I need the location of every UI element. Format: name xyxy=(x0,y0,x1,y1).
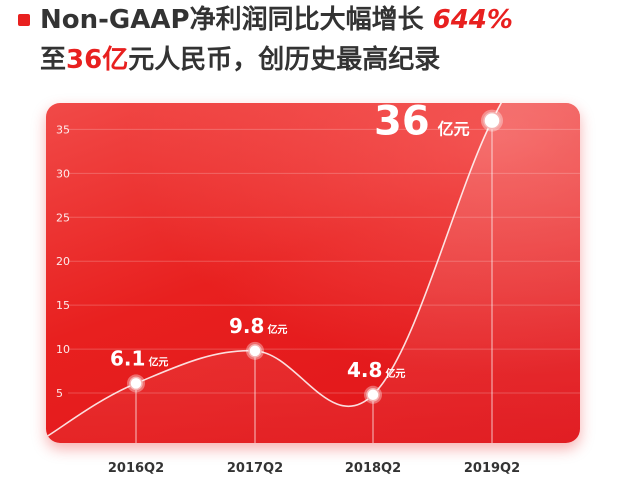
data-label-value: 36 xyxy=(374,103,430,145)
chart-card: 5 10 15 20 25 30 35 6.1 亿元 9.8 亿元 4.8 亿元 36 亿元 xyxy=(46,103,580,443)
data-label-value: 6.1 xyxy=(110,346,145,370)
data-label-unit: 亿元 xyxy=(438,120,470,139)
data-point xyxy=(129,376,143,391)
headline-line-1-text: Non-GAAP净利润同比大幅增长 xyxy=(40,5,433,35)
data-label-value: 9.8 xyxy=(229,314,264,338)
data-label-unit: 亿元 xyxy=(148,355,168,368)
x-tick-label: 2018Q2 xyxy=(345,461,401,476)
data-label: 36 亿元 xyxy=(374,103,470,145)
data-label: 4.8 亿元 xyxy=(347,358,405,382)
y-tick-label: 20 xyxy=(56,255,70,268)
growth-percent: 644% xyxy=(432,5,513,35)
headline-line-2-suffix: 元人民币，创历史最高纪录 xyxy=(128,45,441,75)
bullet-square-icon xyxy=(18,14,30,26)
data-label-unit: 亿元 xyxy=(385,367,405,380)
y-tick-label: 35 xyxy=(56,123,70,136)
data-label-value: 4.8 xyxy=(347,358,382,382)
y-tick-label: 10 xyxy=(56,343,70,356)
data-label: 9.8 亿元 xyxy=(229,314,287,338)
data-label-unit: 亿元 xyxy=(267,323,287,336)
data-label: 6.1 亿元 xyxy=(110,346,168,370)
y-tick-label: 5 xyxy=(56,387,63,400)
y-tick-label: 15 xyxy=(56,299,70,312)
y-tick-label: 25 xyxy=(56,211,70,224)
x-tick-label: 2017Q2 xyxy=(227,461,283,476)
data-point xyxy=(248,344,262,358)
data-point xyxy=(366,388,380,402)
x-tick-label: 2016Q2 xyxy=(108,461,164,476)
headline-line-1: Non-GAAP净利润同比大幅增长 644% xyxy=(40,2,620,38)
y-tick-label: 30 xyxy=(56,167,70,180)
x-tick-label: 2019Q2 xyxy=(464,461,520,476)
area-fill xyxy=(46,103,580,443)
headline-line-2: 至36亿元人民币，创历史最高纪录 xyxy=(40,42,620,78)
data-point xyxy=(483,111,501,130)
headline: Non-GAAP净利润同比大幅增长 644% 至36亿元人民币，创历史最高纪录 xyxy=(18,2,620,78)
headline-line-2-prefix: 至 xyxy=(40,45,67,75)
profit-amount: 36亿 xyxy=(66,45,129,75)
